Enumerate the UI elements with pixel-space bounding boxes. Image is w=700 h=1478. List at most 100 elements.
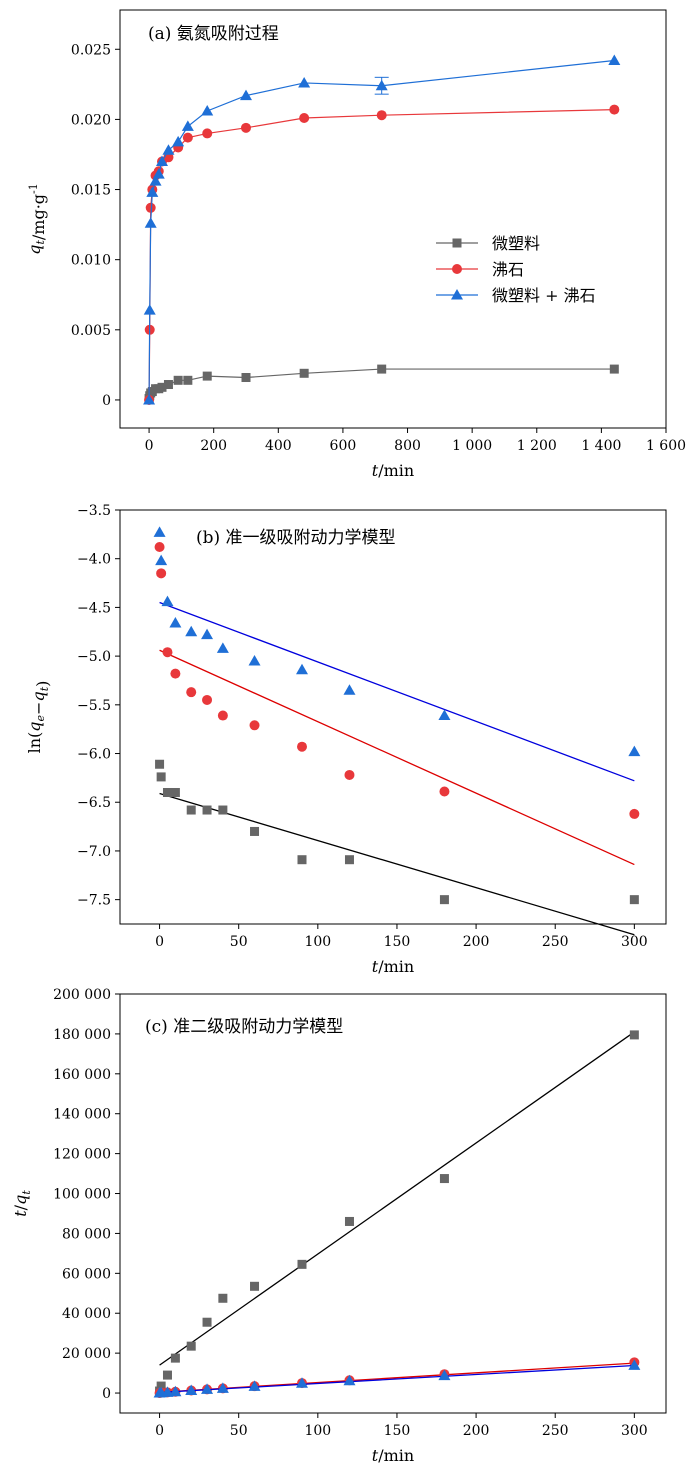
x-tick-label: 300 (621, 1423, 648, 1439)
x-tick-label: 600 (330, 438, 357, 454)
data-point (216, 1382, 229, 1393)
data-point (143, 393, 156, 405)
data-point (170, 787, 180, 797)
data-point (202, 371, 212, 381)
y-tick-label: 60 000 (62, 1266, 111, 1282)
y-tick-label: −6.5 (77, 795, 111, 811)
data-point (438, 709, 451, 721)
x-axis-label: t/min (372, 461, 414, 480)
x-tick-label: 100 (304, 1423, 331, 1439)
x-tick-label: 150 (384, 934, 411, 950)
data-point (240, 89, 252, 101)
x-axis-label: t/min (372, 957, 414, 976)
data-point (170, 1353, 180, 1363)
data-point (609, 364, 619, 374)
x-tick-label: 100 (304, 934, 331, 950)
data-point (296, 663, 308, 675)
x-tick-label: 50 (230, 1423, 248, 1439)
series-triangle (153, 1359, 641, 1398)
series-circle (144, 104, 620, 405)
y-tick-label: −6.0 (77, 747, 111, 763)
fit-line (159, 601, 635, 782)
y-tick-label: 0 (102, 393, 111, 409)
series-triangle (143, 54, 621, 405)
plot-frame (119, 9, 667, 429)
data-point (153, 526, 166, 537)
data-point (241, 122, 251, 133)
plot-frame (119, 993, 667, 1414)
y-tick-label: 100 000 (53, 1187, 111, 1203)
data-point (183, 375, 193, 385)
data-point (609, 104, 620, 115)
data-point (344, 769, 355, 780)
data-point (156, 772, 166, 782)
x-tick-label: 1 000 (452, 438, 492, 454)
data-point (344, 1216, 354, 1226)
x-tick-label: 300 (621, 934, 648, 950)
data-point (143, 304, 156, 315)
data-point (162, 647, 173, 658)
y-tick-label: 0.025 (71, 42, 111, 58)
series-square (155, 759, 639, 936)
data-point (439, 786, 450, 797)
data-point (297, 1259, 307, 1269)
data-point (169, 616, 182, 628)
series-square (144, 364, 619, 404)
data-point (629, 1030, 639, 1040)
data-point (297, 855, 307, 865)
data-point (202, 128, 213, 139)
data-point (439, 895, 449, 905)
data-point (628, 1359, 641, 1370)
x-tick-label: 250 (542, 934, 569, 950)
series-square (155, 1030, 639, 1396)
panel-title: (a) 氨氮吸附过程 (148, 24, 279, 44)
data-point (344, 855, 354, 865)
data-point (185, 625, 198, 637)
data-point (145, 202, 156, 213)
data-point (152, 168, 165, 179)
y-tick-label: 160 000 (53, 1067, 111, 1083)
data-point (182, 132, 193, 143)
y-tick-label: 180 000 (53, 1027, 111, 1043)
data-point (202, 1317, 212, 1327)
legend-label: 微塑料 (492, 234, 540, 253)
panel-title: (c) 准二级吸附动力学模型 (145, 1017, 343, 1037)
y-tick-label: 40 000 (62, 1306, 111, 1322)
data-point (201, 628, 214, 640)
y-tick-label: −5.5 (77, 698, 111, 714)
data-point (216, 642, 229, 653)
data-point (156, 1381, 166, 1391)
y-tick-label: 0.020 (71, 112, 111, 128)
data-point (155, 759, 165, 769)
data-point (154, 542, 165, 553)
data-point (146, 186, 159, 197)
y-tick-label: −3.5 (77, 503, 111, 519)
y-tick-label: 0.010 (71, 253, 111, 269)
data-point (202, 694, 213, 705)
data-point (202, 805, 212, 815)
data-point (217, 710, 228, 721)
y-tick-label: 80 000 (62, 1226, 111, 1242)
fit-line (159, 649, 635, 866)
y-tick-label: −7.5 (77, 893, 111, 909)
y-tick-label: 0.015 (71, 183, 111, 199)
y-tick-label: 120 000 (53, 1147, 111, 1163)
y-tick-label: −7.0 (77, 844, 111, 860)
data-point (155, 554, 168, 566)
x-tick-label: 800 (394, 438, 421, 454)
x-tick-label: 0 (145, 438, 154, 454)
data-point (169, 1385, 182, 1397)
y-tick-label: 20 000 (62, 1346, 111, 1362)
y-tick-label: 200 000 (53, 987, 111, 1003)
y-tick-label: 0.005 (71, 323, 111, 339)
legend-marker (452, 264, 462, 274)
x-tick-label: 250 (542, 1423, 569, 1439)
data-point (608, 54, 621, 65)
data-point (218, 1293, 228, 1303)
fit-line (159, 792, 635, 936)
y-axis-label: t/qt (11, 1190, 33, 1217)
x-tick-label: 200 (463, 1423, 490, 1439)
y-axis-label: qt/mg·g-1 (25, 183, 48, 255)
